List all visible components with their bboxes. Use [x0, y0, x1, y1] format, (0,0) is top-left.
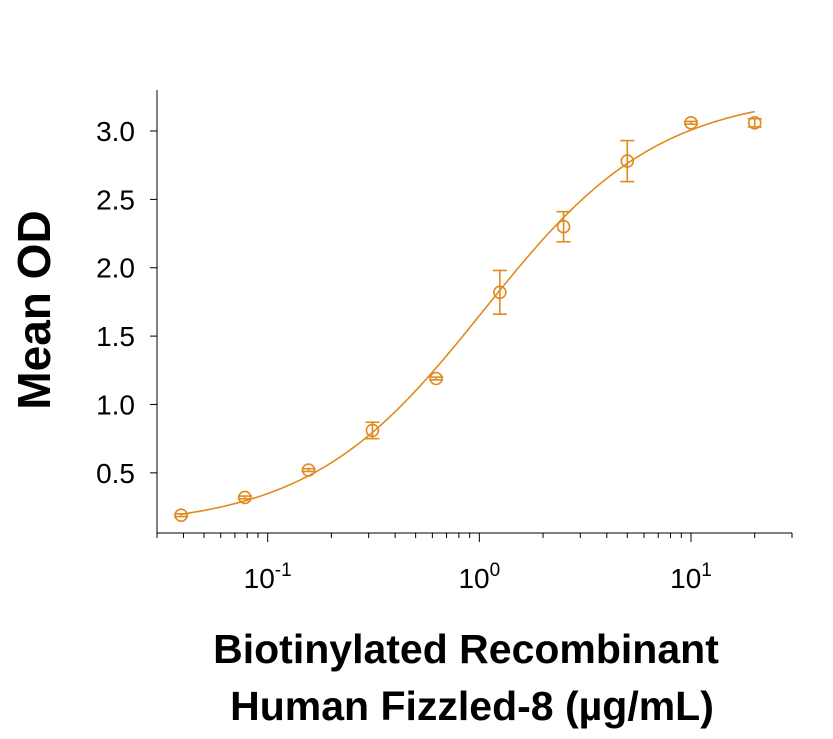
fit-curve [181, 110, 755, 516]
data-marker [620, 154, 635, 168]
y-tick-label: 3.0 [96, 116, 135, 147]
data-point [301, 463, 316, 477]
x-tick-label: 100 [458, 560, 500, 594]
data-marker [365, 423, 380, 438]
y-ticks: 0.5 1.0 1.5 2.0 2.5 3.0 [96, 116, 157, 489]
y-axis-title: Mean OD [8, 210, 60, 409]
data-point [556, 210, 571, 243]
data-point [492, 269, 507, 316]
data-point [684, 116, 699, 130]
y-tick-label: 1.0 [96, 389, 135, 420]
data-marker [684, 116, 698, 130]
y-tick-label: 2.0 [96, 253, 135, 284]
data-point [620, 139, 635, 183]
data-point [429, 371, 444, 386]
data-marker [238, 490, 252, 505]
y-tick-label: 1.5 [96, 321, 135, 352]
data-point [365, 421, 380, 440]
data-marker [493, 285, 507, 300]
y-tick-label: 0.5 [96, 458, 135, 489]
axes [156, 90, 792, 534]
data-point [174, 508, 189, 523]
x-ticks: 10-1 100 101 [156, 533, 793, 594]
data-marker [301, 463, 316, 477]
data-point [237, 490, 252, 505]
x-tick-label: 10-1 [244, 560, 292, 594]
data-marker [174, 508, 188, 523]
data-marker [429, 371, 443, 386]
y-tick-label: 2.5 [96, 184, 135, 215]
data-points [174, 116, 762, 523]
data-point [747, 116, 762, 130]
x-axis-title-line-1: Biotinylated Recombinant [213, 626, 719, 672]
x-tick-label: 101 [670, 560, 712, 594]
fit-curve-group [181, 110, 755, 516]
x-axis-title-line-2: Human Fizzled-8 (µg/mL) [230, 683, 714, 729]
data-marker [556, 219, 571, 234]
data-marker [747, 116, 762, 130]
